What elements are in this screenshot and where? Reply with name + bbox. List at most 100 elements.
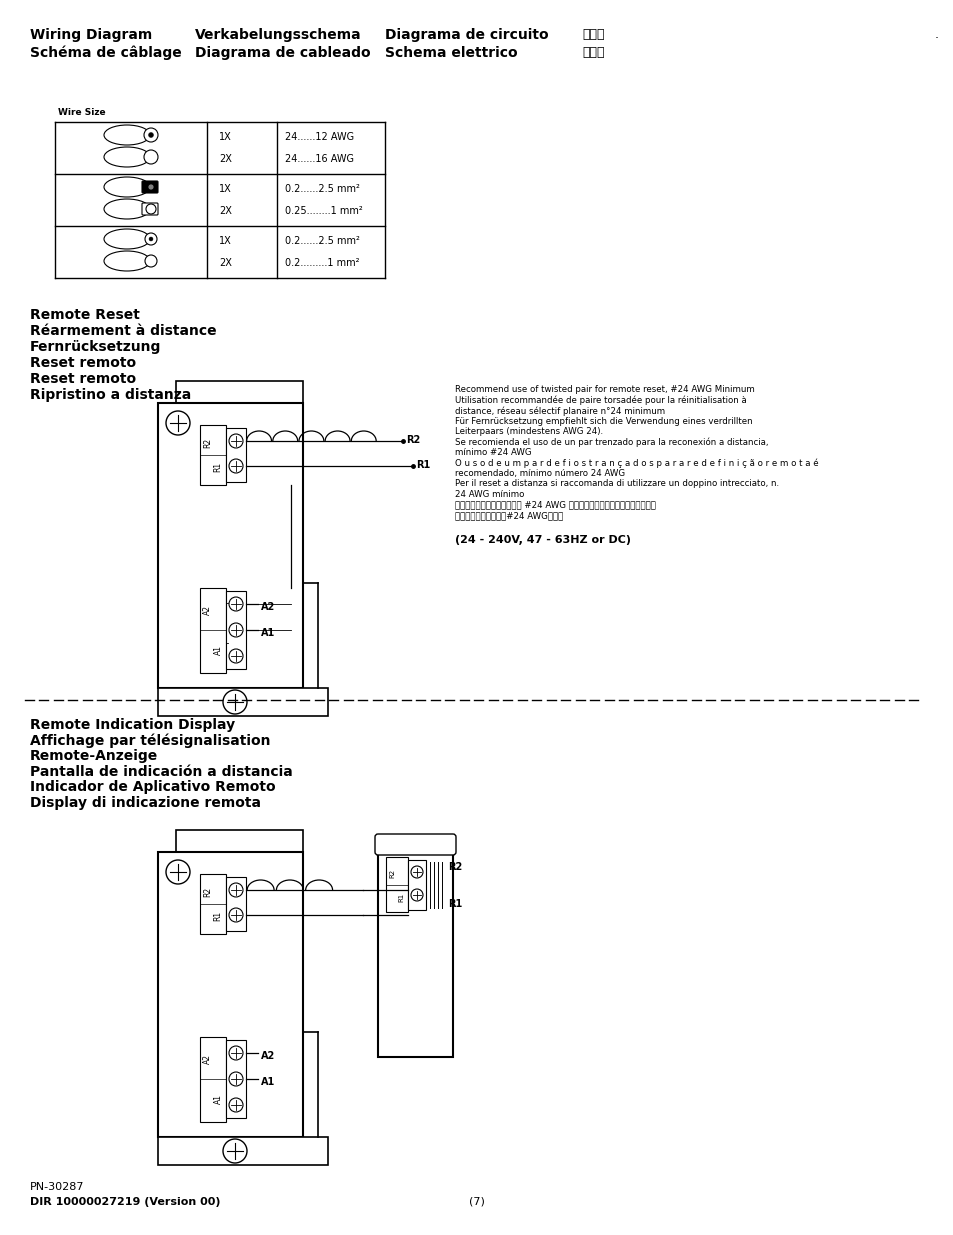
Text: A2: A2 (261, 601, 275, 613)
Text: 1X: 1X (219, 236, 232, 246)
Circle shape (229, 650, 243, 663)
Bar (158, 403, 303, 688)
Text: PN-30287: PN-30287 (30, 1182, 85, 1192)
Text: 0.2......2.5 mm²: 0.2......2.5 mm² (285, 236, 359, 246)
Text: R2: R2 (406, 435, 420, 445)
Ellipse shape (104, 177, 150, 198)
Text: 远程复位建议使用至少#24 AWG双绞线: 远程复位建议使用至少#24 AWG双绞线 (455, 511, 562, 520)
Circle shape (229, 883, 243, 897)
Circle shape (411, 889, 422, 902)
Circle shape (229, 908, 243, 923)
Text: O u s o d e u m p a r d e f i o s t r a n ç a d o s p a r a r e d e f i n i ç ã : O u s o d e u m p a r d e f i o s t r a … (455, 458, 818, 468)
Bar (175, 830, 303, 852)
Circle shape (229, 1046, 243, 1060)
Circle shape (148, 184, 153, 190)
Text: DIR 10000027219 (Version 00): DIR 10000027219 (Version 00) (30, 1197, 220, 1207)
Text: R2: R2 (203, 438, 213, 448)
Text: A1: A1 (213, 1094, 222, 1104)
Text: A1: A1 (261, 629, 275, 638)
Text: A1: A1 (261, 1077, 275, 1087)
Text: Diagrama de cableado: Diagrama de cableado (194, 46, 370, 61)
Text: A2: A2 (203, 1053, 213, 1065)
Ellipse shape (104, 228, 150, 249)
Text: (24 - 240V, 47 - 63HZ or DC): (24 - 240V, 47 - 63HZ or DC) (455, 535, 630, 545)
Text: Ripristino a distanza: Ripristino a distanza (30, 388, 191, 403)
Text: R1: R1 (448, 899, 462, 909)
Text: Leiterpaars (mindestens AWG 24).: Leiterpaars (mindestens AWG 24). (455, 427, 602, 436)
Text: 2X: 2X (219, 206, 232, 216)
Circle shape (144, 128, 158, 142)
Text: recomendado, mínimo número 24 AWG: recomendado, mínimo número 24 AWG (455, 469, 624, 478)
Circle shape (146, 204, 156, 214)
Text: 0.2......2.5 mm²: 0.2......2.5 mm² (285, 184, 359, 194)
Bar (158, 1137, 328, 1165)
Text: 0.25........1 mm²: 0.25........1 mm² (285, 206, 362, 216)
Text: distance, réseau sélectif planaire n°24 minimum: distance, réseau sélectif planaire n°24 … (455, 406, 664, 415)
Text: (7): (7) (469, 1197, 484, 1207)
Text: Für Fernrücksetzung empfiehlt sich die Verwendung eines verdrillten: Für Fernrücksetzung empfiehlt sich die V… (455, 416, 752, 426)
Text: Remote Indication Display: Remote Indication Display (30, 718, 234, 732)
Text: Pantalla de indicación a distancia: Pantalla de indicación a distancia (30, 764, 293, 778)
Text: 1X: 1X (219, 184, 232, 194)
Bar (158, 852, 303, 1137)
Text: リモートリセットには、最小 #24 AWG のツイストペアの使用をお勧めします: リモートリセットには、最小 #24 AWG のツイストペアの使用をお勧めします (455, 500, 656, 510)
Text: 2X: 2X (219, 154, 232, 164)
Text: Display di indicazione remota: Display di indicazione remota (30, 795, 261, 809)
Text: 配線図: 配線図 (581, 28, 604, 41)
Bar (408, 860, 426, 910)
Text: 2X: 2X (219, 258, 232, 268)
Text: R1: R1 (416, 459, 430, 471)
FancyBboxPatch shape (375, 834, 456, 855)
Ellipse shape (104, 199, 150, 219)
Bar (386, 857, 408, 911)
Ellipse shape (104, 125, 150, 144)
Text: Per il reset a distanza si raccomanda di utilizzare un doppino intrecciato, n.: Per il reset a distanza si raccomanda di… (455, 479, 779, 489)
Text: 24 AWG mínimo: 24 AWG mínimo (455, 490, 524, 499)
Text: mínimo #24 AWG: mínimo #24 AWG (455, 448, 531, 457)
Text: Wiring Diagram: Wiring Diagram (30, 28, 152, 42)
Circle shape (145, 233, 157, 245)
Text: Schema elettrico: Schema elettrico (385, 46, 517, 61)
Bar (377, 837, 453, 1057)
Text: 24......12 AWG: 24......12 AWG (285, 132, 354, 142)
Circle shape (166, 411, 190, 435)
Bar (200, 588, 226, 673)
Circle shape (166, 860, 190, 884)
Text: Reset remoto: Reset remoto (30, 372, 136, 387)
Text: R2: R2 (389, 868, 395, 878)
Text: Réarmement à distance: Réarmement à distance (30, 324, 216, 338)
Text: 配线图: 配线图 (581, 46, 604, 59)
Bar (226, 592, 246, 669)
Text: 0.2.........1 mm²: 0.2.........1 mm² (285, 258, 359, 268)
Text: Utilisation recommandée de paire torsadée pour la réinitialisation à: Utilisation recommandée de paire torsadé… (455, 395, 746, 405)
Circle shape (145, 254, 157, 267)
Circle shape (411, 866, 422, 878)
Bar (226, 877, 246, 931)
Bar (200, 425, 226, 485)
Bar (200, 874, 226, 934)
Text: Recommend use of twisted pair for remote reset, #24 AWG Minimum: Recommend use of twisted pair for remote… (455, 385, 754, 394)
Circle shape (229, 622, 243, 637)
Text: Reset remoto: Reset remoto (30, 356, 136, 370)
Text: Indicador de Aplicativo Remoto: Indicador de Aplicativo Remoto (30, 781, 275, 794)
Circle shape (144, 149, 158, 164)
Circle shape (229, 459, 243, 473)
Circle shape (223, 690, 247, 714)
FancyBboxPatch shape (142, 182, 158, 193)
Text: Wire Size: Wire Size (58, 107, 106, 117)
Bar (226, 1040, 246, 1118)
FancyBboxPatch shape (142, 203, 158, 215)
Text: .: . (934, 28, 938, 41)
Text: Remote Reset: Remote Reset (30, 308, 140, 322)
Text: Affichage par télésignalisation: Affichage par télésignalisation (30, 734, 271, 748)
Text: Schéma de câblage: Schéma de câblage (30, 46, 182, 61)
Text: Verkabelungsschema: Verkabelungsschema (194, 28, 361, 42)
Bar (175, 382, 303, 403)
Bar (226, 429, 246, 482)
Circle shape (229, 1072, 243, 1086)
Bar (200, 1037, 226, 1123)
Text: Remote-Anzeige: Remote-Anzeige (30, 748, 158, 763)
Circle shape (229, 433, 243, 448)
Text: A2: A2 (261, 1051, 275, 1061)
Text: R2: R2 (448, 862, 462, 872)
